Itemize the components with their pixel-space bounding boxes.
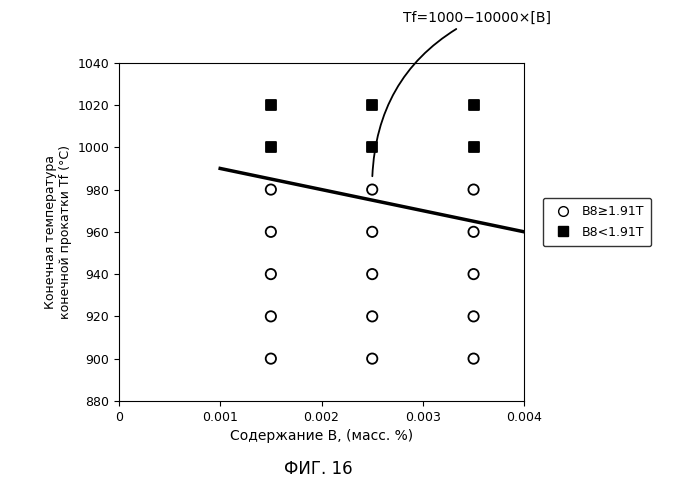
Text: Tf=1000−10000×[B]: Tf=1000−10000×[B] — [373, 11, 551, 176]
Y-axis label: Конечная температура
конечной прокатки Tf (°C): Конечная температура конечной прокатки T… — [43, 145, 72, 319]
Point — [468, 101, 480, 109]
Point — [366, 313, 377, 320]
Point — [468, 313, 480, 320]
Point — [265, 143, 276, 151]
Point — [468, 228, 480, 236]
Point — [468, 186, 480, 194]
Point — [366, 270, 377, 278]
Point — [468, 355, 480, 363]
Point — [366, 101, 377, 109]
Point — [265, 355, 276, 363]
Point — [366, 228, 377, 236]
X-axis label: Содержание B, (масс. %): Содержание B, (масс. %) — [230, 429, 413, 443]
Point — [265, 228, 276, 236]
Point — [265, 186, 276, 194]
Legend: B8≥1.91T, B8<1.91T: B8≥1.91T, B8<1.91T — [542, 198, 651, 246]
Text: ФИГ. 16: ФИГ. 16 — [284, 460, 352, 478]
Point — [265, 101, 276, 109]
Point — [366, 355, 377, 363]
Point — [468, 270, 480, 278]
Point — [366, 143, 377, 151]
Point — [366, 186, 377, 194]
Point — [468, 143, 480, 151]
Point — [265, 313, 276, 320]
Point — [265, 270, 276, 278]
